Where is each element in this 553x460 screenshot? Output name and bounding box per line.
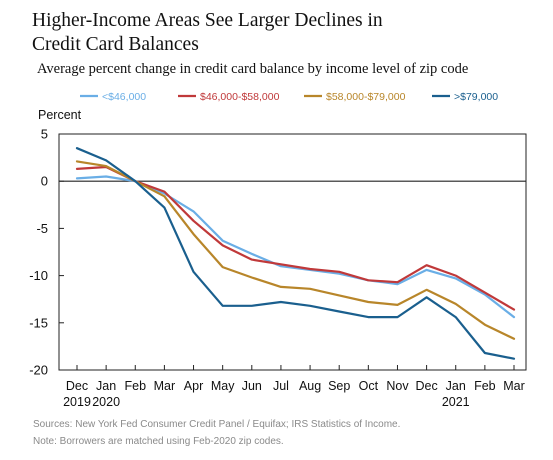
legend-label-0: <$46,000 bbox=[102, 91, 146, 103]
x-tick-label: Feb bbox=[124, 379, 146, 393]
x-tick-label: 2020 bbox=[92, 395, 120, 409]
series-lines bbox=[75, 147, 516, 360]
x-tick-label: Jan bbox=[96, 379, 116, 393]
legend-label-1: $46,000-$58,000 bbox=[200, 91, 280, 103]
x-tick-label: Feb bbox=[474, 379, 496, 393]
x-tick-label: Mar bbox=[503, 379, 525, 393]
y-tick-label: -15 bbox=[29, 315, 48, 330]
y-tick-label: -5 bbox=[36, 221, 48, 236]
x-axis-ticks: Dec 2019 Jan 2020 Feb Mar Apr May Jun Jul Aug Sep Oc… bbox=[63, 365, 525, 409]
x-tick-label: Apr bbox=[184, 379, 203, 393]
plot-area: 5 0 -5 -10 -15 -20 Dec 2019 Jan 2020 Feb Mar Apr May… bbox=[29, 127, 527, 409]
chart-title-line-1: Higher-Income Areas See Larger Declines … bbox=[32, 10, 383, 31]
x-tick-label: Dec bbox=[66, 379, 88, 393]
x-tick-label: Sep bbox=[328, 379, 350, 393]
legend-label-3: >$79,000 bbox=[454, 91, 498, 103]
x-tick-label: Jun bbox=[242, 379, 262, 393]
y-tick-label: 0 bbox=[41, 174, 48, 189]
y-axis-ticks: 5 0 -5 -10 -15 -20 bbox=[29, 127, 64, 378]
series-line-3 bbox=[75, 147, 516, 360]
x-tick-label: Dec bbox=[415, 379, 437, 393]
y-axis-label: Percent bbox=[38, 108, 82, 122]
plot-frame bbox=[58, 133, 527, 371]
series-line-2 bbox=[75, 160, 516, 340]
y-tick-label: -20 bbox=[29, 363, 48, 378]
series-line-1 bbox=[75, 165, 516, 311]
x-tick-label: 2019 bbox=[63, 395, 91, 409]
x-tick-label: Aug bbox=[299, 379, 321, 393]
legend-label-2: $58,000-$79,000 bbox=[326, 91, 406, 103]
x-tick-label: Nov bbox=[386, 379, 409, 393]
series-line-0 bbox=[75, 175, 516, 319]
y-tick-label: -10 bbox=[29, 268, 48, 283]
x-tick-label: 2021 bbox=[442, 395, 470, 409]
x-tick-label: Jul bbox=[273, 379, 289, 393]
chart-legend: <$46,000 $46,000-$58,000 $58,000-$79,000 >$… bbox=[80, 91, 498, 103]
borrower-note: Note: Borrowers are matched using Feb-20… bbox=[33, 436, 284, 447]
x-tick-label: Jan bbox=[446, 379, 466, 393]
chart-title-line-2: Credit Card Balances bbox=[32, 34, 199, 55]
y-tick-label: 5 bbox=[41, 127, 48, 142]
x-tick-label: Oct bbox=[359, 379, 379, 393]
chart-subtitle: Average percent change in credit card ba… bbox=[37, 61, 468, 77]
source-note: Sources: New York Fed Consumer Credit Pa… bbox=[33, 419, 400, 430]
x-tick-label: May bbox=[211, 379, 235, 393]
x-tick-label: Mar bbox=[154, 379, 176, 393]
